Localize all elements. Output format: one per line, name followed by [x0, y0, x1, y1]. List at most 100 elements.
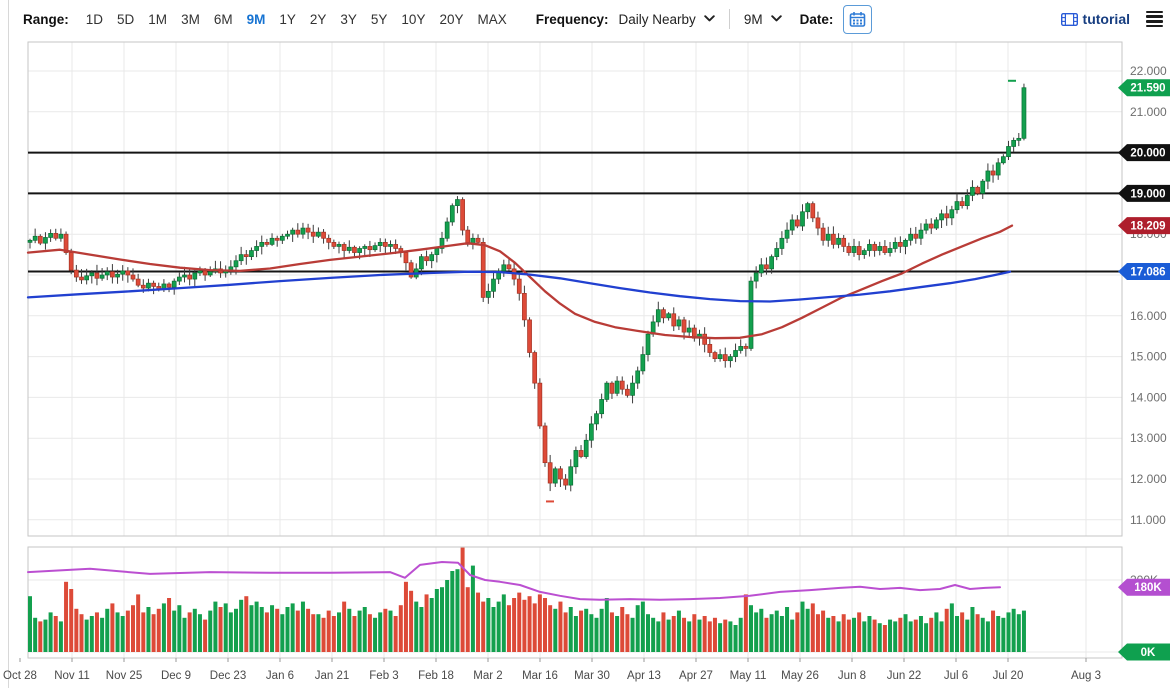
- badge-label: 180K: [1134, 582, 1162, 594]
- candle: [810, 203, 816, 219]
- candle: [867, 244, 872, 251]
- volume-bar: [682, 617, 687, 652]
- volume-bar: [671, 616, 676, 652]
- candle: [671, 313, 677, 327]
- candle: [146, 282, 151, 289]
- volume-bar: [48, 612, 53, 652]
- volume-bar: [182, 617, 187, 652]
- range-option-5Y[interactable]: 5Y: [370, 11, 388, 27]
- volume-bar: [991, 610, 996, 652]
- volume-bar: [409, 590, 414, 652]
- candle: [681, 319, 687, 333]
- volume-bar: [960, 612, 965, 652]
- candle: [27, 239, 33, 243]
- volume-bar: [295, 610, 300, 652]
- candle: [207, 271, 213, 276]
- range-option-5D[interactable]: 5D: [117, 11, 135, 27]
- volume-bar: [28, 596, 32, 652]
- candle: [429, 254, 435, 262]
- candle: [789, 219, 795, 231]
- range-option-1M[interactable]: 1M: [148, 11, 168, 27]
- candle: [882, 246, 888, 253]
- range-option-1Y[interactable]: 1Y: [279, 11, 296, 27]
- volume-bar: [929, 617, 934, 652]
- range-option-3Y[interactable]: 3Y: [340, 11, 357, 27]
- ma-layer: [26, 79, 1016, 601]
- candle: [465, 229, 471, 245]
- volume-bar: [373, 617, 378, 652]
- range-option-20Y[interactable]: 20Y: [439, 11, 464, 27]
- candle: [985, 170, 991, 182]
- volume-bar: [620, 607, 625, 652]
- volume-bar: [872, 619, 877, 652]
- volume-bar: [831, 616, 836, 652]
- candle: [918, 229, 924, 239]
- price-badge: 20.000: [1118, 144, 1170, 162]
- price-axis-label: 13.000: [1130, 431, 1167, 445]
- x-tick-label: May 11: [730, 670, 767, 682]
- volume-bar: [115, 612, 120, 652]
- candle: [779, 237, 785, 249]
- candle: [887, 248, 893, 253]
- menu-button[interactable]: [1144, 9, 1165, 29]
- candle: [104, 271, 110, 276]
- volume-bar: [877, 623, 882, 652]
- volume-bar: [749, 605, 753, 652]
- range-option-10Y[interactable]: 10Y: [401, 11, 426, 27]
- range-option-3M[interactable]: 3M: [181, 11, 200, 27]
- video-icon: [1060, 12, 1078, 26]
- candle: [872, 244, 877, 251]
- volume-bar: [532, 603, 537, 652]
- volume-bar: [687, 621, 692, 652]
- candle: [661, 309, 666, 319]
- range-option-2Y[interactable]: 2Y: [309, 11, 327, 27]
- volume-bar: [913, 619, 918, 652]
- frequency-dropdown[interactable]: Daily Nearby: [619, 12, 715, 27]
- candle: [944, 213, 950, 219]
- volume-bar: [306, 608, 311, 652]
- candle: [305, 227, 311, 233]
- volume-bar: [646, 614, 650, 652]
- volume-bar: [388, 610, 393, 652]
- volume-bar: [1011, 608, 1016, 652]
- period-dropdown[interactable]: 9M: [744, 12, 782, 27]
- candle: [259, 242, 265, 247]
- volume-bar: [53, 616, 58, 652]
- volume-bar: [512, 598, 517, 652]
- candle: [187, 274, 192, 280]
- volume-bar: [259, 607, 264, 652]
- volume-bar: [450, 571, 455, 652]
- candle: [336, 244, 342, 247]
- range-option-1D[interactable]: 1D: [85, 11, 104, 27]
- volume-bar: [156, 608, 161, 652]
- volume-bar: [357, 610, 362, 652]
- candle: [547, 462, 553, 484]
- range-option-MAX[interactable]: MAX: [477, 11, 507, 27]
- candle: [383, 242, 388, 247]
- volume-bar: [862, 621, 867, 652]
- candle: [532, 352, 538, 384]
- range-option-6M[interactable]: 6M: [213, 11, 233, 27]
- tutorial-link[interactable]: tutorial: [1060, 11, 1130, 27]
- volume-bar: [779, 616, 784, 652]
- candle: [460, 199, 465, 231]
- candle: [995, 162, 1001, 176]
- volume-bar: [800, 601, 805, 652]
- candle: [877, 246, 883, 251]
- volume-bar: [69, 589, 74, 652]
- volume-bar: [908, 621, 913, 652]
- candle: [861, 250, 867, 255]
- candle: [393, 244, 398, 249]
- range-option-9M[interactable]: 9M: [246, 11, 266, 27]
- volume-bar: [383, 608, 388, 652]
- volume-bar: [609, 612, 614, 652]
- price-badge: 21.590: [1118, 79, 1170, 97]
- calendar-button[interactable]: [843, 4, 873, 34]
- x-tick-label: Mar 2: [473, 670, 502, 682]
- volume-bar: [1021, 610, 1026, 652]
- volume-bar: [702, 616, 707, 652]
- candle: [753, 272, 759, 282]
- x-tick-label: Jun 22: [887, 670, 922, 682]
